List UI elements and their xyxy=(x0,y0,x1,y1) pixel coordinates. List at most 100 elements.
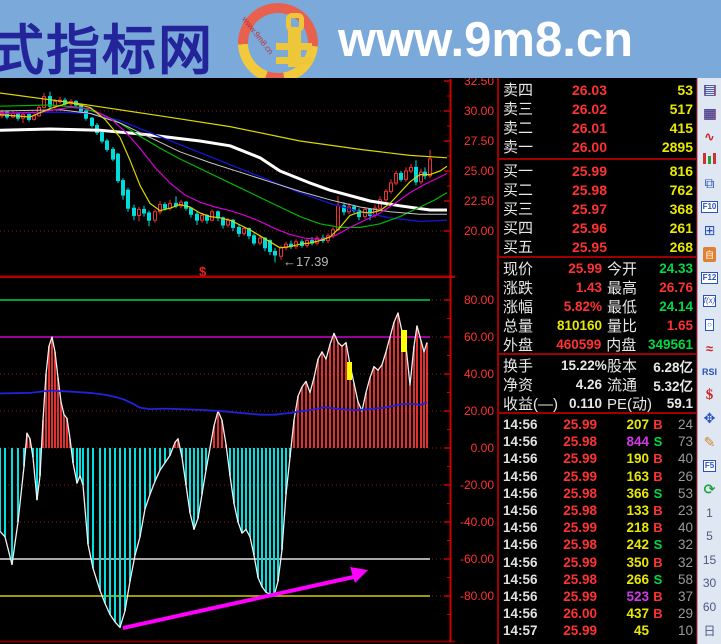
kline-and-indicator-chart[interactable]: ←17.39 $32.50 30.00 27.50 25.00 22.50 20.00 80.… xyxy=(0,78,497,644)
candle-body xyxy=(342,205,346,213)
candle-body xyxy=(268,240,272,252)
period-60-icon-glyph: 60 xyxy=(702,599,717,614)
ma-fast-yellow xyxy=(0,101,448,249)
signal-marker: $ xyxy=(199,264,207,279)
tape-volume: 242 xyxy=(626,537,649,553)
refresh-icon[interactable]: ⟳ xyxy=(700,478,720,502)
candle-body xyxy=(242,228,246,234)
order-book-bids: 买一 25.99 816 买二 25.98 762 买三 25.97 368 买四 25.96 261… xyxy=(499,158,696,256)
quote-table-icon[interactable]: ▤ xyxy=(700,78,720,102)
wave-icon-glyph: ≈ xyxy=(705,340,714,356)
wave-icon[interactable]: ≈ xyxy=(700,337,720,361)
candle-body xyxy=(84,110,88,119)
tape-row[interactable]: 14:56 25.98 133 B 23 xyxy=(499,502,696,519)
tape-price: 25.99 xyxy=(563,417,597,433)
tape-count: 32 xyxy=(677,554,693,570)
period-day-icon[interactable]: 日 xyxy=(700,619,720,643)
grid-icon[interactable]: ▦ xyxy=(700,102,720,126)
quote-info-label: 外盘 xyxy=(503,337,534,354)
order-book-row[interactable]: 买五 25.95 268 xyxy=(499,237,696,257)
tape-price: 25.99 xyxy=(563,520,597,536)
hot-money-icon[interactable]: $ xyxy=(700,384,720,408)
order-book-row[interactable]: 卖三 26.02 517 xyxy=(499,99,696,119)
order-book-row[interactable]: 买二 25.98 762 xyxy=(499,180,696,200)
rsi-icon-glyph: RSI xyxy=(701,366,717,377)
price-axis-label: 20.00 xyxy=(464,224,494,238)
pencil-icon[interactable]: ✎ xyxy=(700,431,720,455)
tape-volume: 523 xyxy=(626,588,649,604)
f12-icon[interactable]: F12 xyxy=(700,266,720,290)
order-book-row[interactable]: 卖二 26.01 415 xyxy=(499,118,696,138)
f5-icon[interactable]: F5 xyxy=(700,454,720,478)
rsi-icon[interactable]: RSI xyxy=(700,360,720,384)
pages-icon[interactable]: ⧉ xyxy=(700,172,720,196)
order-book-level-label: 卖二 xyxy=(503,120,534,137)
tape-row[interactable]: 14:56 26.00 437 B 29 xyxy=(499,605,696,622)
time-and-sales[interactable]: 14:56 25.99 207 B 24 14:56 25.98 844 S 73 14:56 25.… xyxy=(499,412,696,644)
tape-row[interactable]: 14:56 25.99 190 B 40 xyxy=(499,450,696,467)
period-60-icon[interactable]: 60 xyxy=(700,595,720,619)
quote-info-value: 460599 xyxy=(556,337,602,352)
logo-inner xyxy=(248,13,312,73)
period-1-icon[interactable]: 1 xyxy=(700,501,720,525)
highlight-block xyxy=(401,330,407,352)
candle-body xyxy=(284,243,288,249)
order-book-row[interactable]: 卖四 26.03 53 xyxy=(499,80,696,100)
fundamentals: 换手 15.22% 股本 6.28亿 净资 4.26 流通 5.32亿 收益(—) 0.110 PE… xyxy=(499,353,696,413)
order-book-row[interactable]: 卖一 26.00 2895 xyxy=(499,137,696,157)
formula-icon-glyph: f(x) xyxy=(702,295,717,308)
candle-body xyxy=(147,212,151,221)
tape-row[interactable]: 14:56 25.99 207 B 24 xyxy=(499,416,696,433)
candle-body xyxy=(111,148,115,160)
quote-info-label2: 内盘 xyxy=(606,337,637,354)
quote-info-value2: 1.65 xyxy=(666,318,693,333)
quote-info-value2: 6.28亿 xyxy=(653,359,693,375)
order-book-volume: 2895 xyxy=(661,138,693,155)
order-book-price: 26.03 xyxy=(571,81,607,98)
tape-direction: B xyxy=(653,468,663,484)
move-icon[interactable]: ✥ xyxy=(700,407,720,431)
order-book-price: 25.96 xyxy=(571,219,607,236)
tape-row[interactable]: 14:56 25.99 218 B 40 xyxy=(499,519,696,536)
trend-line-icon[interactable]: ∿ xyxy=(700,125,720,149)
order-book-row[interactable]: 买三 25.97 368 xyxy=(499,199,696,219)
tape-direction: S xyxy=(653,485,663,501)
candle-body xyxy=(389,182,393,192)
move-icon-glyph: ✥ xyxy=(703,410,716,427)
quote-info-value2: 24.33 xyxy=(659,261,693,276)
tape-row[interactable]: 14:56 25.99 350 B 32 xyxy=(499,554,696,571)
tape-volume: 133 xyxy=(626,503,649,519)
tape-row[interactable]: 14:56 25.98 366 S 53 xyxy=(499,485,696,502)
order-book-price: 25.97 xyxy=(571,200,607,217)
tape-row[interactable]: 14:56 25.98 844 S 73 xyxy=(499,433,696,450)
tape-volume: 437 xyxy=(626,606,649,622)
book-icon[interactable]: 自 xyxy=(700,243,720,267)
formula-icon[interactable]: f(x) xyxy=(700,290,720,314)
period-5-icon[interactable]: 5 xyxy=(700,525,720,549)
tape-count: 53 xyxy=(677,485,693,501)
quote-info-value2: 24.14 xyxy=(659,299,693,314)
candle-body xyxy=(357,210,361,218)
tape-row[interactable]: 14:56 25.98 242 S 32 xyxy=(499,536,696,553)
period-30-icon[interactable]: 30 xyxy=(700,572,720,596)
tree-icon[interactable]: ⊞ xyxy=(700,219,720,243)
tape-row[interactable]: 14:56 25.99 163 B 26 xyxy=(499,468,696,485)
order-book-level-label: 买五 xyxy=(503,239,534,256)
order-book-row[interactable]: 买四 25.96 261 xyxy=(499,218,696,238)
price-axis-label: 27.50 xyxy=(464,134,494,148)
circle-icon[interactable]: ○ xyxy=(700,313,720,337)
quote-info-label2: 今开 xyxy=(607,261,638,278)
order-book-volume: 816 xyxy=(669,162,693,179)
tape-row[interactable]: 14:56 25.99 523 B 37 xyxy=(499,588,696,605)
panel-divider xyxy=(0,275,455,278)
tape-time: 14:56 xyxy=(503,520,538,536)
tape-row[interactable]: 14:57 25.99 45 10 xyxy=(499,622,696,639)
tape-row[interactable]: 14:56 25.98 266 S 58 xyxy=(499,571,696,588)
kline-icon[interactable] xyxy=(700,149,720,173)
order-book-row[interactable]: 买一 25.99 816 xyxy=(499,161,696,181)
f10-icon[interactable]: F10 xyxy=(700,196,720,220)
tape-volume: 163 xyxy=(626,468,649,484)
quote-info-label: 现价 xyxy=(503,261,534,278)
quote-info-value2: 5.32亿 xyxy=(653,378,693,394)
period-15-icon[interactable]: 15 xyxy=(700,548,720,572)
